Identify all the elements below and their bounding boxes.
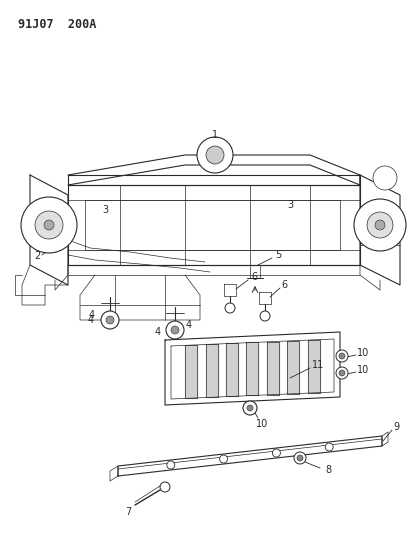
Circle shape xyxy=(159,482,170,492)
Text: 8: 8 xyxy=(324,465,330,475)
Polygon shape xyxy=(266,342,278,394)
Circle shape xyxy=(272,449,280,457)
Text: 4: 4 xyxy=(185,320,192,330)
Text: 9: 9 xyxy=(392,422,398,432)
Circle shape xyxy=(219,455,227,463)
Circle shape xyxy=(206,146,223,164)
Circle shape xyxy=(35,211,63,239)
Text: 91J07  200A: 91J07 200A xyxy=(18,18,96,31)
Text: 10: 10 xyxy=(255,419,268,429)
Text: 7: 7 xyxy=(125,507,131,517)
Text: 5: 5 xyxy=(274,250,280,260)
Text: 4: 4 xyxy=(154,327,161,337)
Text: 3: 3 xyxy=(286,200,292,210)
Circle shape xyxy=(335,367,347,379)
Circle shape xyxy=(106,316,114,324)
Circle shape xyxy=(166,461,174,469)
Circle shape xyxy=(247,405,252,411)
Circle shape xyxy=(353,199,405,251)
Circle shape xyxy=(44,220,54,230)
Text: 11: 11 xyxy=(311,360,323,370)
Circle shape xyxy=(325,443,332,451)
Circle shape xyxy=(259,311,269,321)
Text: 4: 4 xyxy=(89,310,95,320)
Circle shape xyxy=(338,353,344,359)
Circle shape xyxy=(197,137,233,173)
Polygon shape xyxy=(185,345,197,398)
Polygon shape xyxy=(246,343,258,395)
Circle shape xyxy=(374,220,384,230)
Text: 1: 1 xyxy=(211,130,218,140)
Circle shape xyxy=(171,326,178,334)
Text: 10: 10 xyxy=(356,348,368,358)
Circle shape xyxy=(101,311,119,329)
Circle shape xyxy=(338,370,344,376)
Circle shape xyxy=(224,303,235,313)
Circle shape xyxy=(21,197,77,253)
Circle shape xyxy=(242,401,256,415)
Text: 10: 10 xyxy=(356,365,368,375)
Circle shape xyxy=(372,166,396,190)
Circle shape xyxy=(166,321,183,339)
Polygon shape xyxy=(205,344,217,397)
Circle shape xyxy=(296,455,302,461)
Text: 3: 3 xyxy=(102,205,108,215)
Text: 6: 6 xyxy=(280,280,286,290)
Circle shape xyxy=(366,212,392,238)
Text: 2: 2 xyxy=(34,251,40,261)
Circle shape xyxy=(335,350,347,362)
Polygon shape xyxy=(307,340,319,393)
Polygon shape xyxy=(225,343,237,397)
Text: 4: 4 xyxy=(88,315,94,325)
Text: 6: 6 xyxy=(250,272,256,282)
Polygon shape xyxy=(287,341,299,394)
Circle shape xyxy=(293,452,305,464)
